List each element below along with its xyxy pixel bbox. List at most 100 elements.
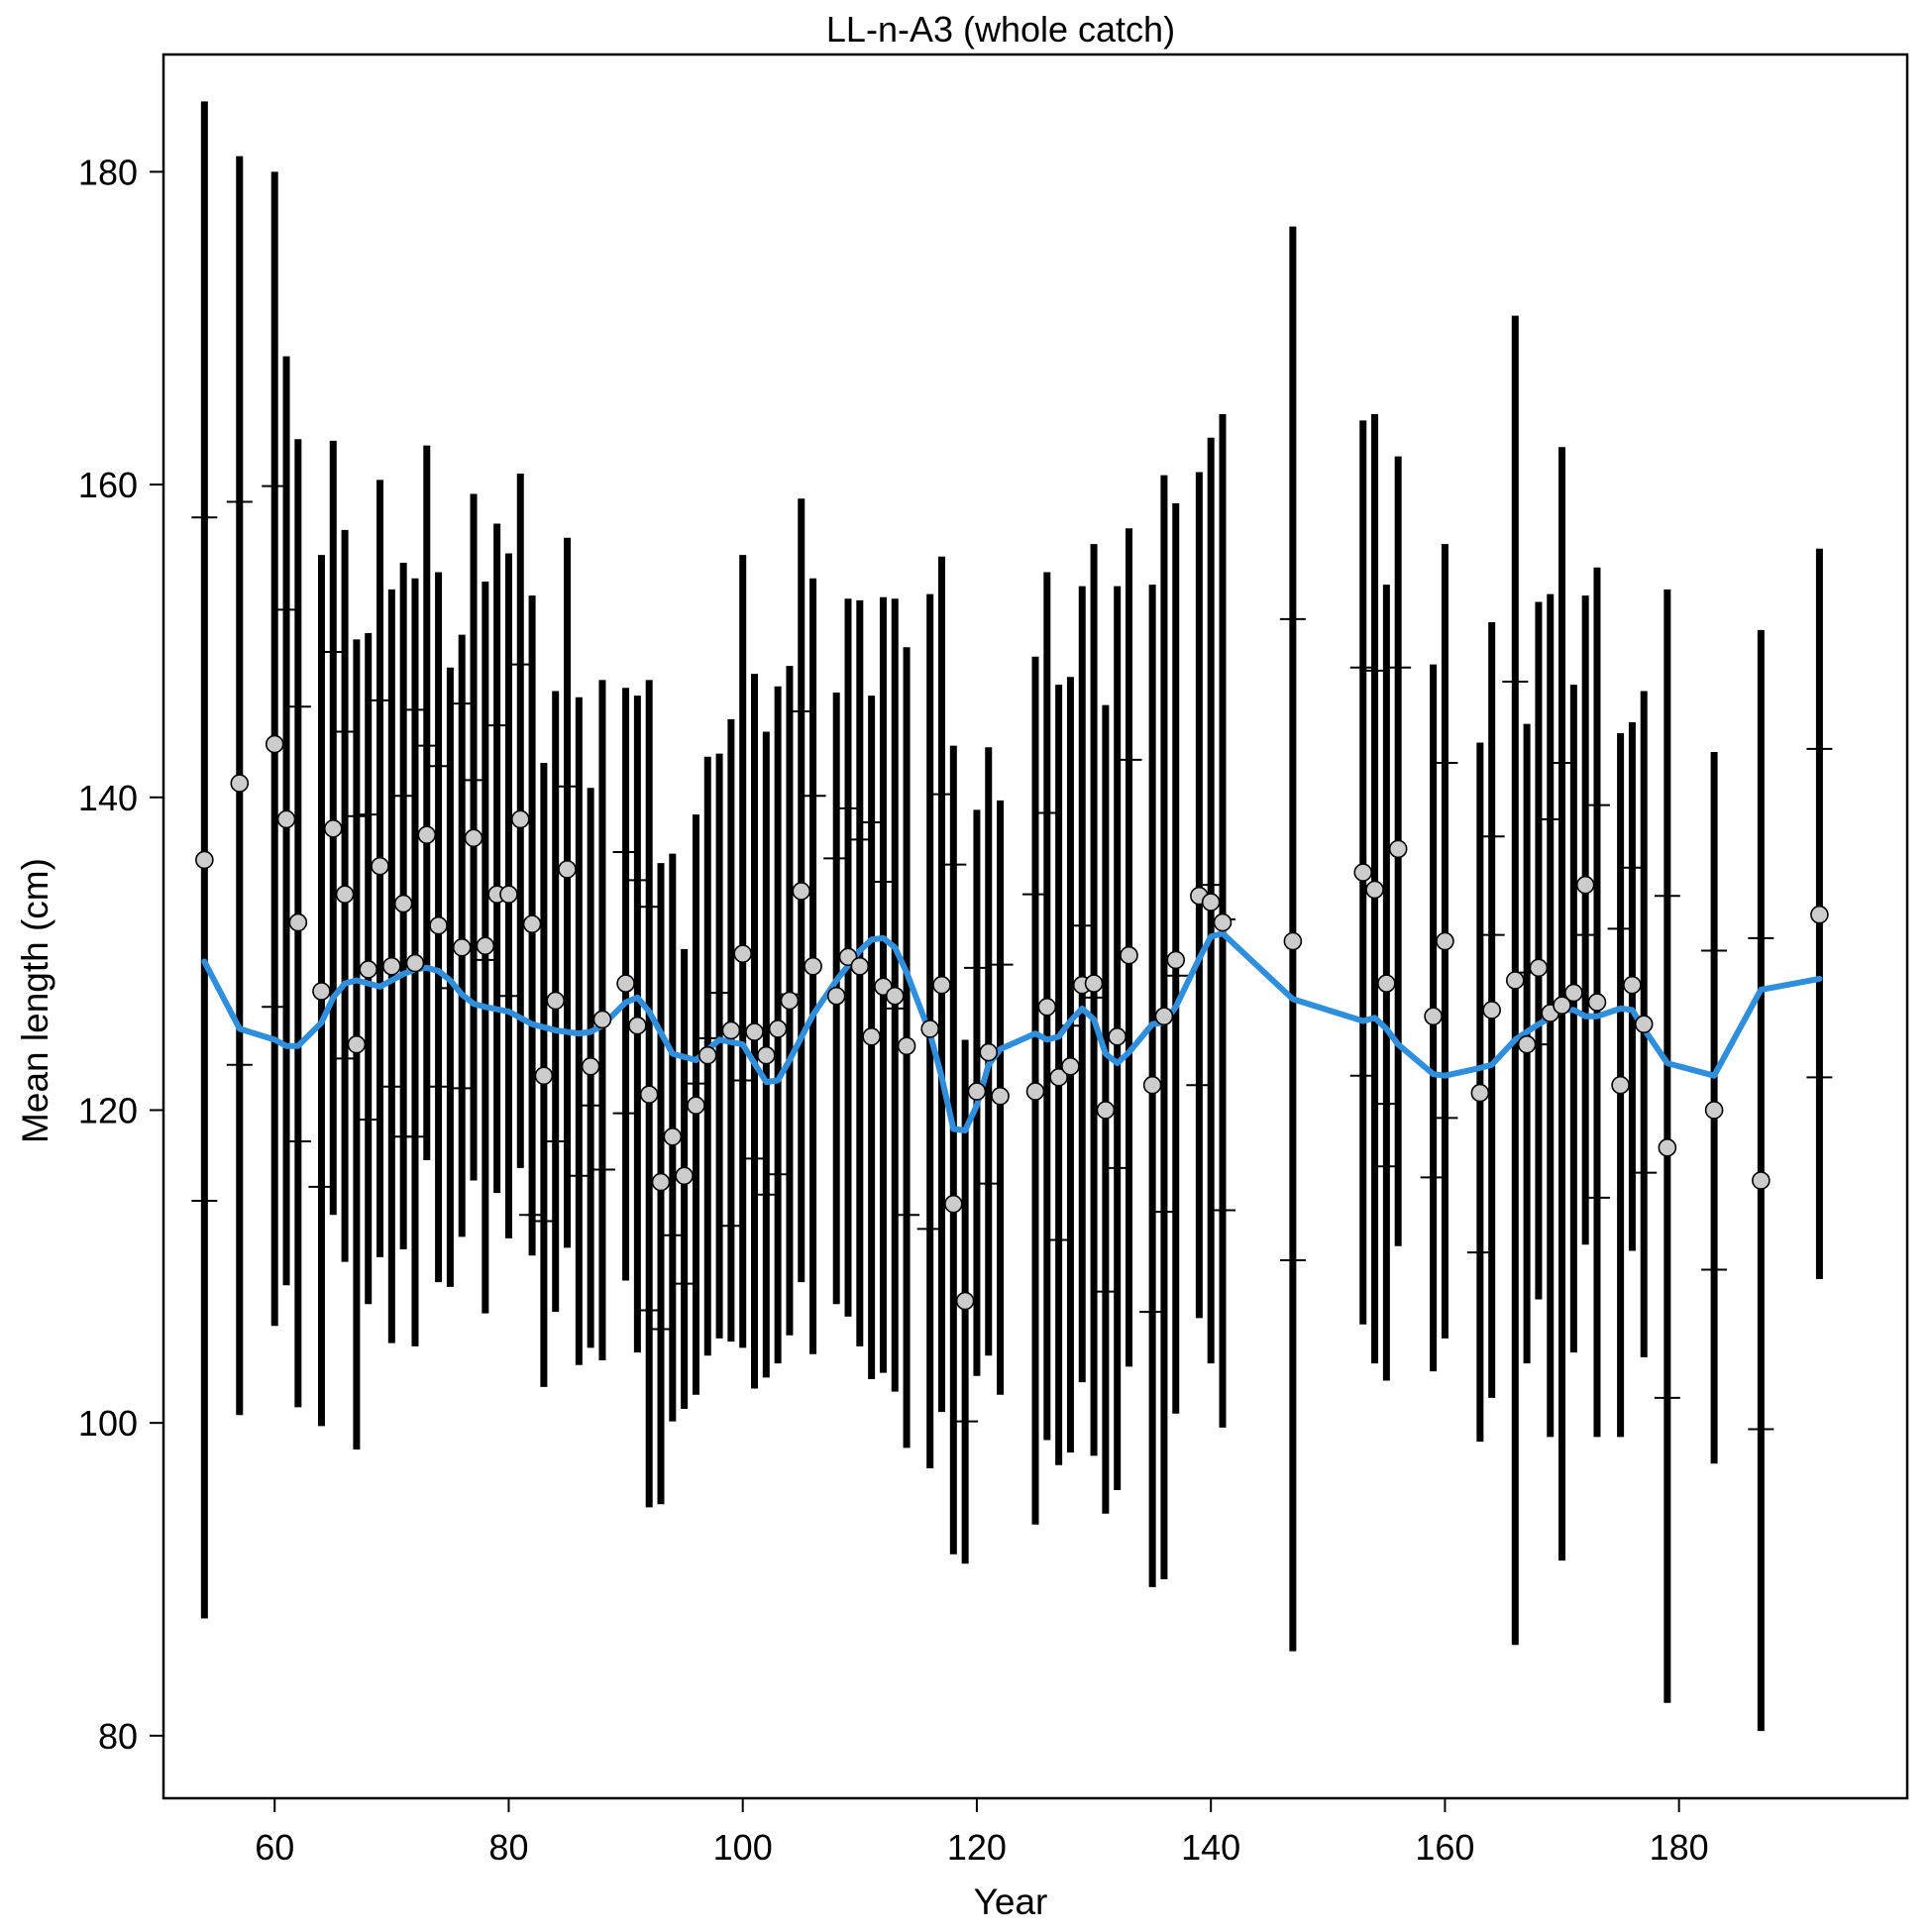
data-point (1096, 1101, 1116, 1120)
y-tick-label: 120 (78, 1090, 138, 1130)
x-tick-label: 140 (1181, 1827, 1240, 1868)
data-point (276, 809, 296, 829)
data-point (1142, 1075, 1162, 1095)
data-point (522, 914, 542, 933)
data-point (393, 894, 413, 913)
data-point (1424, 1007, 1443, 1026)
data-point (967, 1082, 987, 1101)
data-point (1634, 1015, 1654, 1033)
data-point (1201, 893, 1221, 912)
data-point (757, 1045, 776, 1065)
data-point (616, 974, 635, 993)
data-point (382, 956, 401, 976)
data-point (804, 956, 822, 976)
data-point (675, 1166, 694, 1186)
data-point (288, 912, 308, 932)
data-point (897, 1036, 916, 1056)
data-point (323, 819, 343, 838)
data-point (979, 1042, 999, 1062)
data-point (1025, 1082, 1045, 1101)
data-point (745, 1022, 764, 1041)
x-axis: 60 80 100 120 140 160 180 (255, 1797, 1709, 1868)
x-tick-label: 100 (713, 1827, 773, 1868)
data-point (1108, 1026, 1127, 1046)
data-point (1049, 1068, 1068, 1087)
data-point (651, 1172, 671, 1192)
data-point (1752, 1171, 1771, 1190)
data-point (546, 991, 566, 1011)
data-point (885, 986, 905, 1006)
data-point (1388, 839, 1408, 859)
data-point (452, 938, 472, 957)
data-point (1564, 983, 1583, 1003)
y-axis-label: Mean length (cm) (15, 858, 55, 1143)
data-point (417, 825, 437, 844)
data-point (991, 1086, 1010, 1106)
data-point (780, 991, 800, 1011)
points-layer (195, 734, 1829, 1311)
error-bars-layer (200, 101, 1823, 1732)
data-point (1529, 958, 1549, 978)
smoother-layer (201, 930, 1823, 1133)
data-point (1611, 1075, 1630, 1095)
y-tick-label: 160 (78, 465, 138, 505)
data-point (1553, 996, 1571, 1016)
data-point (663, 1127, 683, 1146)
data-point (1120, 945, 1138, 965)
x-tick-label: 180 (1650, 1827, 1709, 1868)
data-point (850, 956, 870, 976)
data-point (510, 809, 530, 829)
data-point (944, 1194, 963, 1214)
data-point (698, 1045, 717, 1065)
data-point (862, 1026, 881, 1046)
data-point (312, 982, 331, 1001)
data-point (335, 885, 355, 904)
data-point (1587, 993, 1607, 1012)
data-point (1283, 931, 1303, 951)
x-axis-label: Year (974, 1881, 1048, 1922)
data-point (347, 1034, 367, 1054)
data-point (1353, 863, 1373, 882)
data-point (581, 1056, 600, 1076)
data-point (534, 1066, 554, 1086)
data-point (1575, 875, 1595, 895)
data-point (1166, 950, 1186, 970)
data-point (932, 975, 951, 995)
data-point (1517, 1034, 1537, 1054)
data-point (558, 860, 577, 879)
data-point (1470, 1083, 1490, 1103)
data-point (265, 734, 284, 754)
data-point (464, 828, 483, 848)
data-point (1482, 1001, 1501, 1020)
data-point (1154, 1007, 1174, 1026)
data-point (230, 774, 250, 793)
data-point (359, 960, 378, 979)
data-point (429, 915, 448, 935)
data-point (1810, 905, 1829, 924)
x-tick-label: 60 (255, 1827, 294, 1868)
data-point (826, 986, 846, 1006)
data-point (628, 1016, 647, 1035)
y-tick-label: 140 (78, 778, 138, 818)
data-point (1505, 971, 1525, 990)
data-point (687, 1096, 705, 1116)
data-point (592, 1010, 612, 1029)
data-point (1623, 975, 1642, 995)
y-tick-label: 100 (78, 1403, 138, 1444)
data-point (639, 1085, 659, 1104)
y-tick-label: 180 (78, 152, 138, 192)
data-point (476, 936, 495, 956)
data-point (1037, 997, 1057, 1017)
x-tick-label: 160 (1415, 1827, 1474, 1868)
x-tick-label: 80 (488, 1827, 528, 1868)
data-point (405, 953, 425, 973)
x-tick-label: 120 (947, 1827, 1007, 1868)
data-point (371, 856, 389, 876)
data-point (1084, 974, 1104, 993)
smoother-line (201, 930, 1823, 1133)
chart-title: LL-n-A3 (whole catch) (826, 9, 1175, 50)
data-point (1658, 1138, 1677, 1157)
data-point (768, 1020, 788, 1038)
data-point (792, 882, 811, 901)
data-point (1061, 1056, 1080, 1076)
